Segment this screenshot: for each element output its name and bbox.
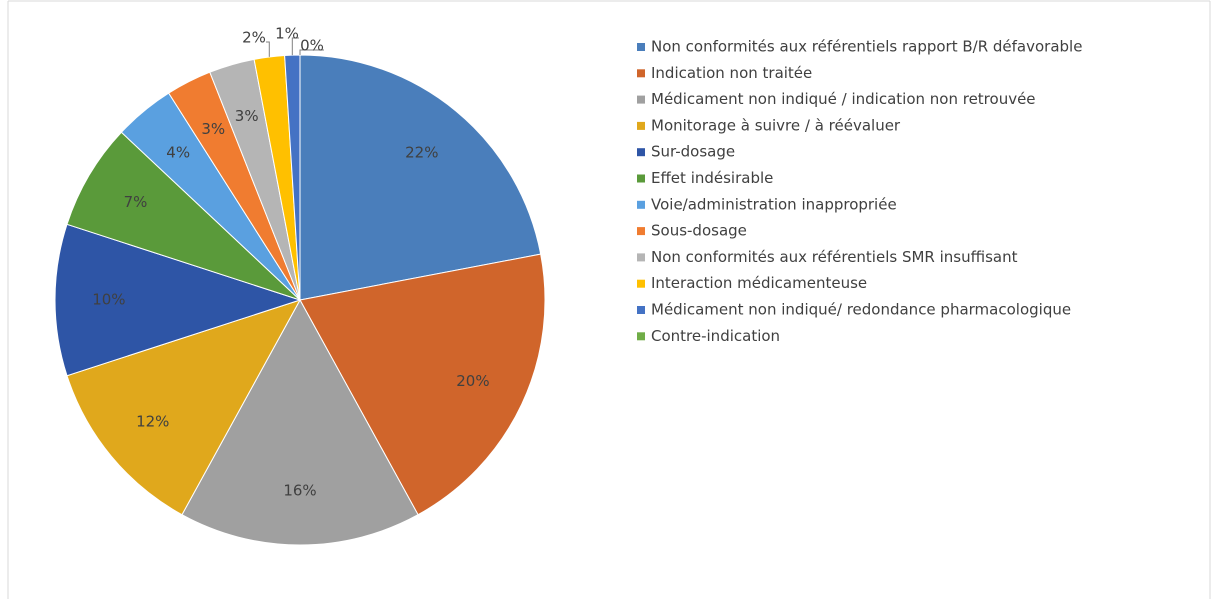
pie-slice — [66, 299, 302, 516]
legend-label: Sur-dosage — [651, 143, 735, 161]
data-label: 10% — [92, 291, 125, 309]
legend-label: Non conformités aux référentiels rapport… — [651, 38, 1082, 56]
legend-label: Interaction médicamenteuse — [651, 274, 867, 292]
pie-slice — [299, 253, 546, 516]
legend-label: Monitorage à suivre / à réévaluer — [651, 116, 901, 134]
pie-slice — [299, 54, 542, 301]
data-label: 1% — [275, 25, 299, 43]
data-label: 7% — [124, 193, 148, 211]
leader-line — [299, 49, 324, 55]
leader-line — [266, 41, 270, 57]
legend-swatch — [637, 174, 645, 183]
data-label: 3% — [201, 120, 225, 138]
legend-swatch — [637, 69, 645, 78]
legend-swatch — [637, 279, 645, 288]
legend-swatch — [637, 227, 645, 236]
legend-label: Médicament non indiqué/ redondance pharm… — [651, 301, 1071, 319]
leader-line — [291, 37, 299, 56]
legend-swatch — [637, 43, 645, 51]
data-label: 22% — [405, 143, 438, 161]
legend-swatch — [637, 332, 645, 341]
legend-swatch — [637, 95, 645, 104]
data-label: 20% — [456, 372, 489, 390]
legend-label: Médicament non indiqué / indication non … — [651, 90, 1036, 108]
legend-label: Sous-dosage — [651, 222, 747, 240]
legend-swatch — [637, 306, 645, 314]
legend-label: Voie/administration inappropriée — [651, 195, 897, 213]
legend-label: Non conformités aux référentiels SMR ins… — [651, 248, 1018, 266]
legend-swatch — [637, 253, 645, 262]
legend-swatch — [637, 148, 645, 157]
legend-label: Contre-indication — [651, 327, 780, 345]
data-label: 16% — [283, 482, 316, 500]
pie-slice — [181, 298, 419, 546]
data-label: 2% — [242, 29, 266, 47]
legend-label: Indication non traitée — [651, 64, 812, 82]
data-label: 3% — [235, 107, 259, 125]
pie-slice — [66, 131, 301, 301]
legend-swatch — [637, 200, 645, 209]
data-label: 4% — [166, 143, 190, 161]
legend-label: Effet indésirable — [651, 169, 773, 187]
data-label: 12% — [136, 412, 169, 430]
pie-slice — [54, 223, 302, 377]
legend-swatch — [637, 121, 645, 130]
data-label: 0% — [300, 37, 324, 55]
